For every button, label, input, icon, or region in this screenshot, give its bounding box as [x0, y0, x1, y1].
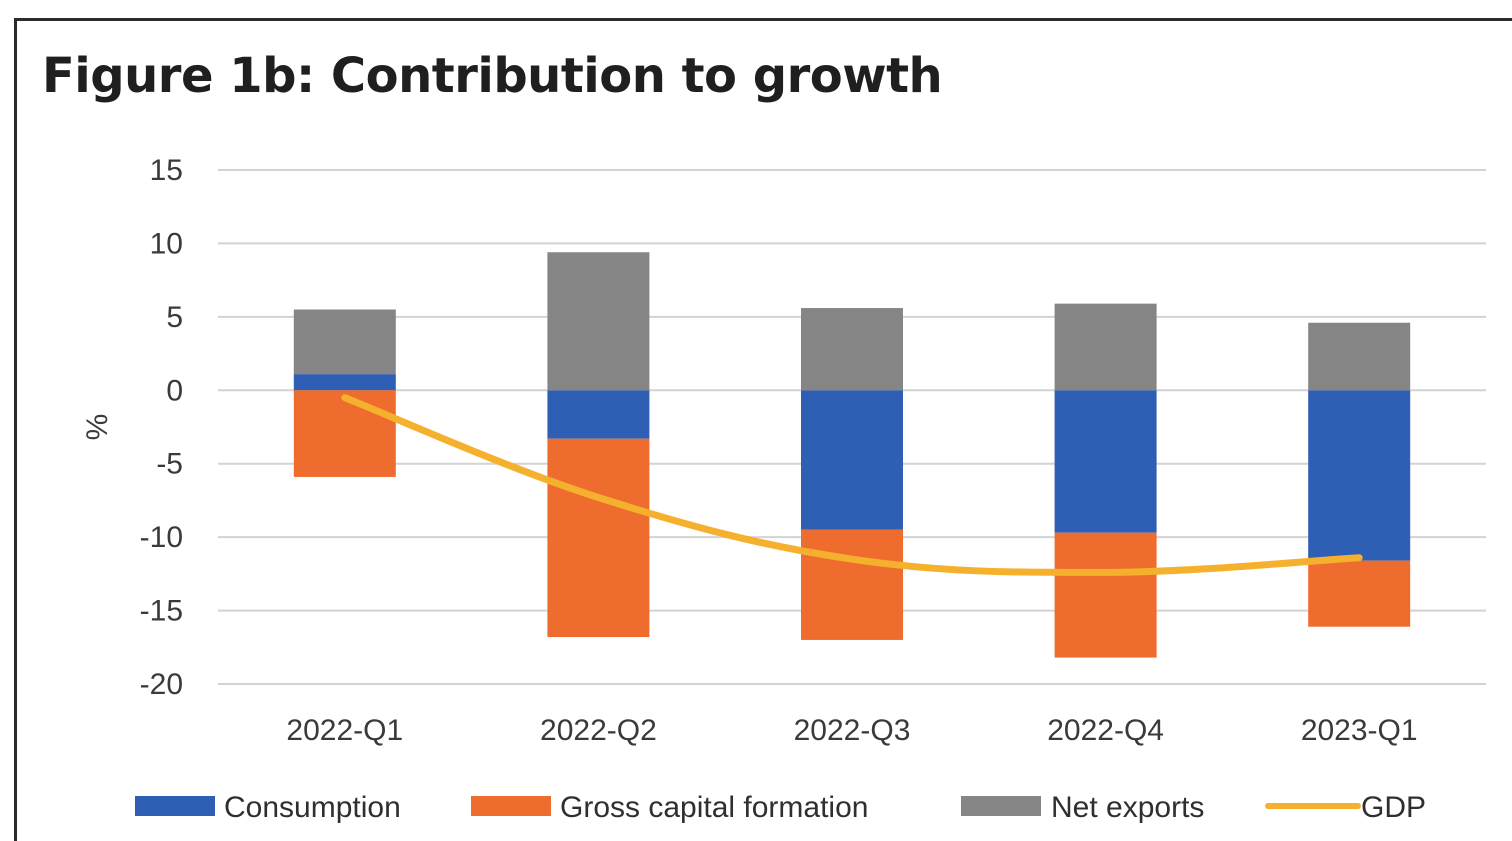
legend-swatch-gross-capital-formation [471, 796, 551, 816]
bar-net-exports [801, 308, 903, 391]
bar-stacks [293, 252, 1411, 658]
legend-swatch-consumption [135, 796, 215, 816]
legend-label-gdp: GDP [1361, 791, 1426, 824]
bar-gross-capital-formation [1054, 532, 1157, 658]
x-tick-label: 2022-Q1 [286, 714, 403, 747]
bar-net-exports [293, 309, 396, 375]
y-tick-label: -20 [140, 668, 183, 701]
gdp-line [341, 394, 1363, 576]
bar-consumption [547, 390, 650, 439]
x-tick-label: 2022-Q3 [794, 714, 911, 747]
bar-gross-capital-formation [1308, 560, 1411, 627]
y-tick-label: 10 [150, 227, 183, 260]
y-axis-label: % [81, 414, 114, 441]
chart-title: Figure 1b: Contribution to growth [42, 48, 943, 104]
bar-consumption [801, 390, 903, 530]
y-tick-label: 0 [166, 374, 183, 407]
y-tick-label: -10 [140, 521, 183, 554]
y-tick-label: 15 [150, 154, 183, 187]
legend-swatch-net-exports [961, 796, 1041, 816]
bar-net-exports [1308, 322, 1411, 391]
bar-gross-capital-formation [801, 529, 903, 640]
x-tick-label: 2022-Q2 [540, 714, 657, 747]
legend-label-gross-capital-formation: Gross capital formation [560, 791, 868, 824]
y-tick-label: 5 [166, 301, 183, 334]
bar-consumption [293, 374, 396, 391]
bar-consumption [1308, 390, 1411, 561]
x-axis-labels: 2022-Q1 2022-Q2 2022-Q3 2022-Q4 2023-Q1 [286, 714, 1417, 747]
y-tick-label: -15 [140, 595, 183, 628]
gdp-line-group [341, 394, 1363, 576]
legend-label-net-exports: Net exports [1051, 791, 1204, 824]
y-tick-label: -5 [156, 448, 183, 481]
bar-gross-capital-formation [547, 438, 650, 638]
bar-net-exports [1054, 303, 1157, 391]
x-tick-label: 2023-Q1 [1301, 714, 1418, 747]
bar-gross-capital-formation [293, 390, 396, 477]
y-axis-ticks: 15 10 5 0 -5 -10 -15 -20 [140, 154, 183, 701]
x-tick-label: 2022-Q4 [1047, 714, 1164, 747]
bar-consumption [1054, 390, 1157, 533]
legend-label-consumption: Consumption [224, 791, 401, 824]
legend: Consumption Gross capital formation Net ex… [135, 791, 1426, 824]
bar-net-exports [547, 252, 650, 391]
chart-frame [14, 18, 1512, 841]
